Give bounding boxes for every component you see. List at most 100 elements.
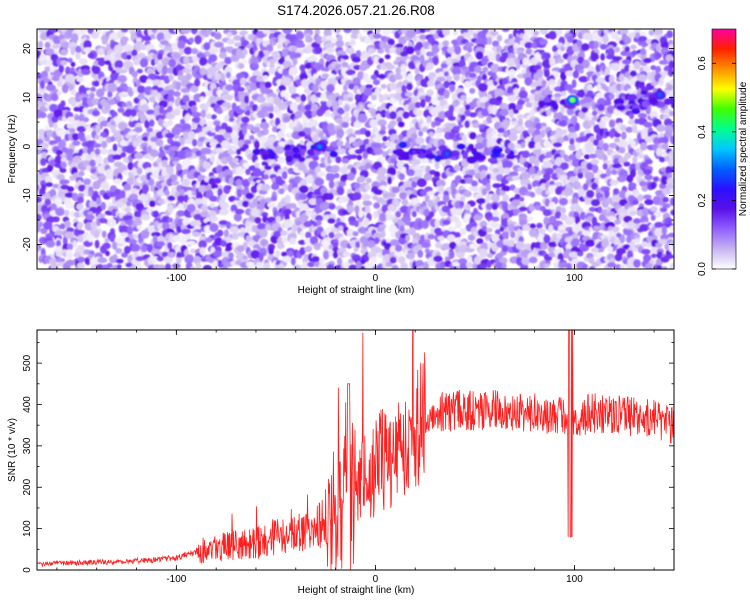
heatmap-cell: [105, 172, 115, 180]
heatmap-cell: [105, 250, 110, 257]
heatmap-cell: [558, 197, 569, 206]
heatmap-cell: [523, 243, 532, 252]
heatmap-cell: [242, 200, 250, 208]
heatmap-cell: [543, 140, 551, 148]
heatmap-cell: [139, 193, 147, 202]
heatmap-cell: [388, 142, 398, 151]
heatmap-cell: [56, 80, 63, 88]
heatmap-cell: [264, 81, 272, 89]
heatmap-cell: [44, 66, 51, 73]
heatmap-cell: [426, 62, 434, 71]
heatmap-cell: [539, 205, 546, 212]
heatmap-cell: [167, 242, 173, 250]
heatmap-cell: [60, 41, 71, 49]
heatmap-cell: [462, 190, 472, 198]
heatmap-cell: [469, 243, 478, 249]
heatmap-cell: [593, 139, 599, 146]
heatmap-cell: [531, 180, 541, 189]
heatmap-cell: [359, 144, 368, 152]
heatmap-cell: [307, 261, 316, 268]
heatmap-cell: [77, 29, 87, 36]
heatmap-cell: [133, 58, 141, 66]
heatmap-cell: [414, 109, 423, 117]
heatmap-cell: [238, 63, 245, 69]
heatmap-cell: [363, 88, 373, 96]
signal-feature: [456, 143, 466, 150]
heatmap-cell: [56, 239, 61, 248]
signal-feature: [329, 150, 339, 158]
heatmap-cell: [295, 31, 305, 40]
heatmap-cell: [380, 83, 387, 89]
heatmap-cell: [387, 176, 392, 185]
heatmap-cell: [585, 239, 595, 247]
signal-feature: [504, 147, 511, 154]
heatmap-cell: [474, 193, 484, 199]
heatmap-cell: [364, 36, 371, 45]
heatmap-cell: [191, 117, 202, 124]
heatmap-cell: [179, 251, 186, 258]
heatmap-cell: [583, 116, 590, 122]
tick-label: 100: [566, 273, 583, 284]
heatmap-cell: [83, 249, 91, 255]
heatmap-cell: [527, 183, 533, 190]
heatmap-cell: [348, 264, 358, 269]
heatmap-cell: [390, 239, 400, 247]
heatmap-cell: [220, 194, 227, 200]
heatmap-cell: [406, 169, 415, 177]
heatmap-cell: [600, 116, 610, 122]
heatmap-cell: [492, 167, 500, 174]
heatmap-cell: [326, 173, 336, 181]
heatmap-cell: [146, 67, 154, 76]
signal-peak: [317, 144, 322, 149]
heatmap-cell: [628, 211, 637, 216]
heatmap-cell: [369, 119, 379, 128]
signal-feature: [502, 160, 513, 168]
heatmap-cell: [184, 249, 189, 257]
heatmap-cell: [190, 248, 196, 254]
heatmap-cell: [487, 53, 498, 61]
heatmap-cell: [100, 201, 107, 211]
heatmap-cell: [341, 61, 349, 68]
heatmap-cell: [261, 212, 269, 218]
heatmap-cell: [453, 164, 460, 172]
signal-feature: [491, 148, 502, 155]
heatmap-cell: [65, 73, 75, 83]
heatmap-cell: [96, 197, 102, 206]
heatmap-cell: [156, 256, 164, 262]
heatmap-cell: [291, 223, 298, 233]
heatmap-cell: [400, 63, 407, 73]
heatmap-cell: [161, 215, 171, 224]
heatmap-cell: [341, 122, 349, 128]
heatmap-cell: [643, 121, 653, 128]
heatmap-cell: [192, 231, 201, 237]
heatmap-cell: [357, 113, 368, 123]
heatmap-cell: [558, 261, 569, 269]
heatmap-cell: [355, 241, 360, 249]
heatmap-cell: [321, 67, 330, 72]
heatmap-cell: [379, 180, 388, 188]
heatmap-cell: [202, 196, 208, 206]
heatmap-cell: [155, 114, 165, 121]
heatmap-cell: [39, 80, 45, 90]
heatmap-cell: [459, 263, 468, 269]
heatmap-cell: [384, 54, 391, 60]
heatmap-cell: [101, 39, 108, 45]
heatmap-cell: [600, 53, 605, 61]
heatmap-cell: [360, 258, 366, 265]
heatmap-cell: [496, 34, 503, 42]
heatmap-cell: [281, 123, 286, 133]
heatmap-cell: [554, 181, 563, 187]
heatmap-cell: [149, 119, 155, 127]
heatmap-cell: [380, 125, 386, 132]
heatmap-cell: [357, 175, 366, 183]
heatmap-cell: [520, 141, 526, 149]
heatmap-cell: [94, 134, 100, 140]
heatmap-cell: [107, 82, 118, 93]
heatmap-cell: [395, 43, 404, 49]
snr-y-axis-label: SNR (10 * v/v): [7, 418, 18, 482]
heatmap-cell: [564, 187, 574, 196]
heatmap-cell: [582, 183, 589, 191]
heatmap-cell: [58, 64, 64, 73]
heatmap-cell: [464, 203, 471, 211]
heatmap-cell: [581, 43, 590, 51]
